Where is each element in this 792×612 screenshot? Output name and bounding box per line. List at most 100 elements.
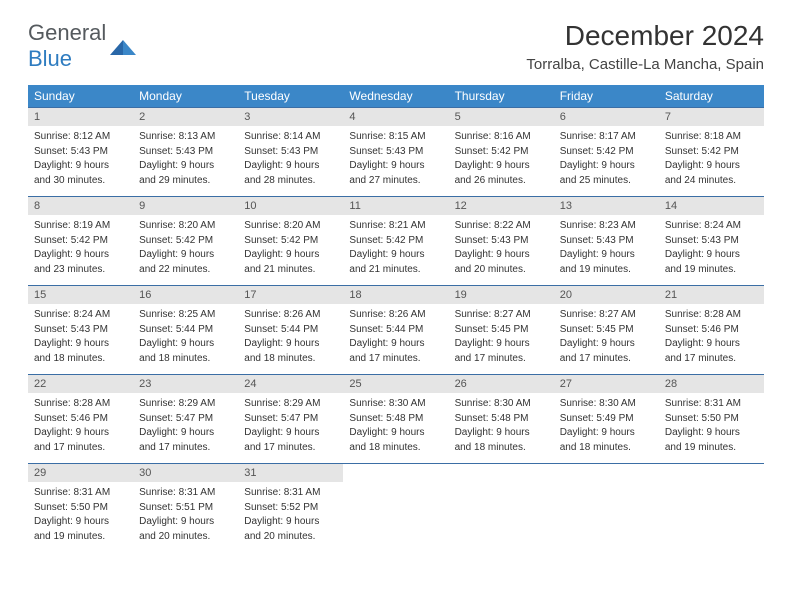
sunset-text: Sunset: 5:42 PM	[455, 145, 548, 160]
daylight-text-2: and 29 minutes.	[139, 174, 232, 189]
day-number: 5	[449, 108, 554, 126]
sunset-text: Sunset: 5:43 PM	[34, 145, 127, 160]
day-cell: 5Sunrise: 8:16 AMSunset: 5:42 PMDaylight…	[449, 108, 554, 197]
daylight-text-1: Daylight: 9 hours	[349, 426, 442, 441]
day-cell: 30Sunrise: 8:31 AMSunset: 5:51 PMDayligh…	[133, 464, 238, 553]
day-number: 6	[554, 108, 659, 126]
day-cell: 26Sunrise: 8:30 AMSunset: 5:48 PMDayligh…	[449, 375, 554, 464]
sunrise-text: Sunrise: 8:28 AM	[34, 397, 127, 412]
sunrise-text: Sunrise: 8:31 AM	[34, 486, 127, 501]
sunset-text: Sunset: 5:47 PM	[244, 412, 337, 427]
day-cell: 31Sunrise: 8:31 AMSunset: 5:52 PMDayligh…	[238, 464, 343, 553]
day-number: 28	[659, 375, 764, 393]
day-cell: 29Sunrise: 8:31 AMSunset: 5:50 PMDayligh…	[28, 464, 133, 553]
week-row: 8Sunrise: 8:19 AMSunset: 5:42 PMDaylight…	[28, 197, 764, 286]
day-cell: 7Sunrise: 8:18 AMSunset: 5:42 PMDaylight…	[659, 108, 764, 197]
day-cell: 14Sunrise: 8:24 AMSunset: 5:43 PMDayligh…	[659, 197, 764, 286]
day-content: Sunrise: 8:25 AMSunset: 5:44 PMDaylight:…	[133, 304, 238, 374]
sunset-text: Sunset: 5:46 PM	[34, 412, 127, 427]
sunset-text: Sunset: 5:42 PM	[34, 234, 127, 249]
sunset-text: Sunset: 5:42 PM	[244, 234, 337, 249]
daylight-text-2: and 18 minutes.	[34, 352, 127, 367]
day-cell: 9Sunrise: 8:20 AMSunset: 5:42 PMDaylight…	[133, 197, 238, 286]
day-cell: 22Sunrise: 8:28 AMSunset: 5:46 PMDayligh…	[28, 375, 133, 464]
day-number: 19	[449, 286, 554, 304]
day-cell: 6Sunrise: 8:17 AMSunset: 5:42 PMDaylight…	[554, 108, 659, 197]
day-number: 25	[343, 375, 448, 393]
logo: General Blue	[28, 20, 136, 72]
day-content: Sunrise: 8:13 AMSunset: 5:43 PMDaylight:…	[133, 126, 238, 196]
dayhead-tue: Tuesday	[238, 85, 343, 108]
day-content: Sunrise: 8:31 AMSunset: 5:50 PMDaylight:…	[28, 482, 133, 552]
sunrise-text: Sunrise: 8:30 AM	[560, 397, 653, 412]
sunrise-text: Sunrise: 8:15 AM	[349, 130, 442, 145]
sunset-text: Sunset: 5:43 PM	[244, 145, 337, 160]
sunrise-text: Sunrise: 8:24 AM	[665, 219, 758, 234]
daylight-text-1: Daylight: 9 hours	[139, 159, 232, 174]
day-content: Sunrise: 8:21 AMSunset: 5:42 PMDaylight:…	[343, 215, 448, 285]
daylight-text-2: and 21 minutes.	[244, 263, 337, 278]
day-cell: 10Sunrise: 8:20 AMSunset: 5:42 PMDayligh…	[238, 197, 343, 286]
sunset-text: Sunset: 5:48 PM	[455, 412, 548, 427]
day-content: Sunrise: 8:31 AMSunset: 5:51 PMDaylight:…	[133, 482, 238, 552]
daylight-text-2: and 19 minutes.	[665, 441, 758, 456]
day-cell: 17Sunrise: 8:26 AMSunset: 5:44 PMDayligh…	[238, 286, 343, 375]
sunrise-text: Sunrise: 8:29 AM	[139, 397, 232, 412]
sunrise-text: Sunrise: 8:29 AM	[244, 397, 337, 412]
daylight-text-1: Daylight: 9 hours	[665, 159, 758, 174]
day-content: Sunrise: 8:31 AMSunset: 5:50 PMDaylight:…	[659, 393, 764, 463]
sunset-text: Sunset: 5:50 PM	[34, 501, 127, 516]
sunrise-text: Sunrise: 8:30 AM	[455, 397, 548, 412]
daylight-text-2: and 30 minutes.	[34, 174, 127, 189]
day-number: 1	[28, 108, 133, 126]
day-number: 30	[133, 464, 238, 482]
day-number: 20	[554, 286, 659, 304]
daylight-text-2: and 20 minutes.	[455, 263, 548, 278]
sunrise-text: Sunrise: 8:27 AM	[560, 308, 653, 323]
day-cell: 2Sunrise: 8:13 AMSunset: 5:43 PMDaylight…	[133, 108, 238, 197]
daylight-text-1: Daylight: 9 hours	[139, 426, 232, 441]
day-content: Sunrise: 8:28 AMSunset: 5:46 PMDaylight:…	[28, 393, 133, 463]
day-cell: 12Sunrise: 8:22 AMSunset: 5:43 PMDayligh…	[449, 197, 554, 286]
day-cell: 13Sunrise: 8:23 AMSunset: 5:43 PMDayligh…	[554, 197, 659, 286]
daylight-text-2: and 18 minutes.	[560, 441, 653, 456]
daylight-text-2: and 17 minutes.	[244, 441, 337, 456]
day-content: Sunrise: 8:31 AMSunset: 5:52 PMDaylight:…	[238, 482, 343, 552]
day-number: 4	[343, 108, 448, 126]
day-cell: 16Sunrise: 8:25 AMSunset: 5:44 PMDayligh…	[133, 286, 238, 375]
daylight-text-2: and 22 minutes.	[139, 263, 232, 278]
day-cell: 20Sunrise: 8:27 AMSunset: 5:45 PMDayligh…	[554, 286, 659, 375]
sunset-text: Sunset: 5:45 PM	[560, 323, 653, 338]
day-number: 11	[343, 197, 448, 215]
calendar-table: Sunday Monday Tuesday Wednesday Thursday…	[28, 85, 764, 552]
day-number: 9	[133, 197, 238, 215]
sunrise-text: Sunrise: 8:20 AM	[244, 219, 337, 234]
sunrise-text: Sunrise: 8:19 AM	[34, 219, 127, 234]
logo-text: General Blue	[28, 20, 106, 72]
sunrise-text: Sunrise: 8:26 AM	[244, 308, 337, 323]
day-content: Sunrise: 8:12 AMSunset: 5:43 PMDaylight:…	[28, 126, 133, 196]
daylight-text-2: and 17 minutes.	[455, 352, 548, 367]
sunrise-text: Sunrise: 8:31 AM	[139, 486, 232, 501]
daylight-text-1: Daylight: 9 hours	[665, 426, 758, 441]
day-content: Sunrise: 8:15 AMSunset: 5:43 PMDaylight:…	[343, 126, 448, 196]
dayhead-mon: Monday	[133, 85, 238, 108]
daylight-text-1: Daylight: 9 hours	[560, 337, 653, 352]
daylight-text-2: and 28 minutes.	[244, 174, 337, 189]
sunrise-text: Sunrise: 8:17 AM	[560, 130, 653, 145]
daylight-text-2: and 24 minutes.	[665, 174, 758, 189]
day-content: Sunrise: 8:28 AMSunset: 5:46 PMDaylight:…	[659, 304, 764, 374]
day-content: Sunrise: 8:27 AMSunset: 5:45 PMDaylight:…	[554, 304, 659, 374]
day-cell: 8Sunrise: 8:19 AMSunset: 5:42 PMDaylight…	[28, 197, 133, 286]
daylight-text-2: and 23 minutes.	[34, 263, 127, 278]
daylight-text-1: Daylight: 9 hours	[560, 248, 653, 263]
header: General Blue December 2024 Torralba, Cas…	[28, 20, 764, 73]
day-content: Sunrise: 8:20 AMSunset: 5:42 PMDaylight:…	[133, 215, 238, 285]
day-cell: 15Sunrise: 8:24 AMSunset: 5:43 PMDayligh…	[28, 286, 133, 375]
day-content: Sunrise: 8:14 AMSunset: 5:43 PMDaylight:…	[238, 126, 343, 196]
week-row: 15Sunrise: 8:24 AMSunset: 5:43 PMDayligh…	[28, 286, 764, 375]
daylight-text-2: and 20 minutes.	[244, 530, 337, 545]
sunrise-text: Sunrise: 8:31 AM	[244, 486, 337, 501]
daylight-text-1: Daylight: 9 hours	[455, 426, 548, 441]
daylight-text-2: and 25 minutes.	[560, 174, 653, 189]
